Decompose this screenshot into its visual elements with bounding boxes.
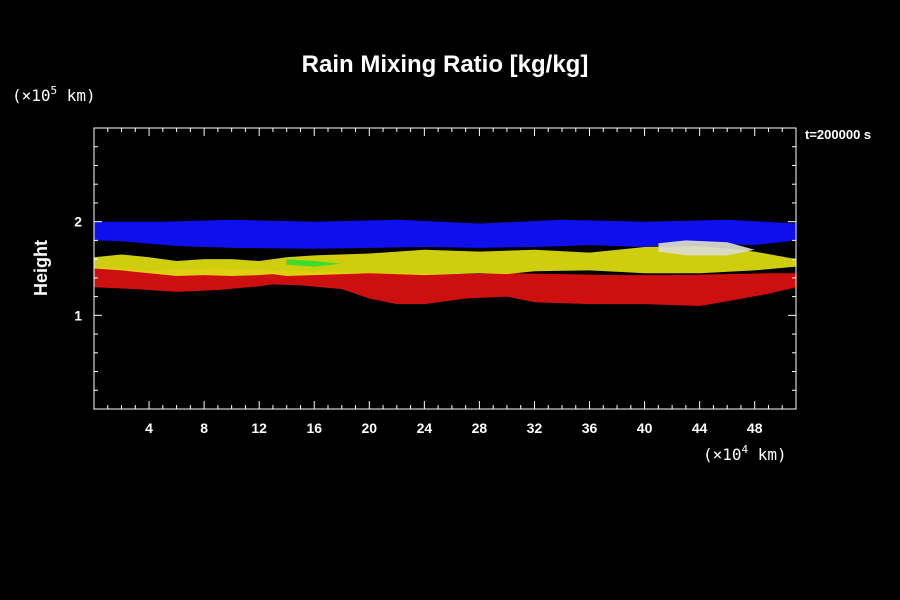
x-tick-label: 36 [582,420,598,436]
y-axis-label: Height [31,240,51,296]
rain-field-region-3 [94,246,796,276]
x-tick-label: 8 [200,420,208,436]
rain-field-region-5 [286,259,342,267]
x-tick-label: 28 [472,420,488,436]
x-tick-label: 48 [747,420,763,436]
x-tick-label: 24 [417,420,433,436]
x-axis-unit-label: (×104 km) [703,443,787,464]
plot-area [94,219,796,306]
x-tick-label: 4 [145,420,153,436]
y-tick-label: 2 [74,214,82,230]
rain-field-region-1 [94,219,796,249]
x-unit-prefix: (×10 [703,445,742,464]
rain-field-region-2 [94,266,796,306]
x-tick-label: 40 [637,420,653,436]
rain-field-region-4 [658,240,755,256]
time-label: t=200000 s [805,127,871,142]
plot-frame [93,127,797,410]
chart-title: Rain Mixing Ratio [kg/kg] [302,51,589,78]
x-unit-suffix: km) [748,445,787,464]
y-unit-exponent: 5 [51,84,58,97]
x-tick-label: 20 [362,420,378,436]
x-tick-label: 44 [692,420,708,436]
y-tick-label: 1 [74,307,82,323]
y-unit-suffix: km) [57,86,96,105]
y-axis-unit-label: (×105 km) [12,84,96,105]
x-tick-label: 12 [251,420,267,436]
x-tick-label: 32 [527,420,543,436]
y-unit-prefix: (×10 [12,86,51,105]
x-tick-label: 16 [306,420,322,436]
x-unit-exponent: 4 [742,443,749,456]
